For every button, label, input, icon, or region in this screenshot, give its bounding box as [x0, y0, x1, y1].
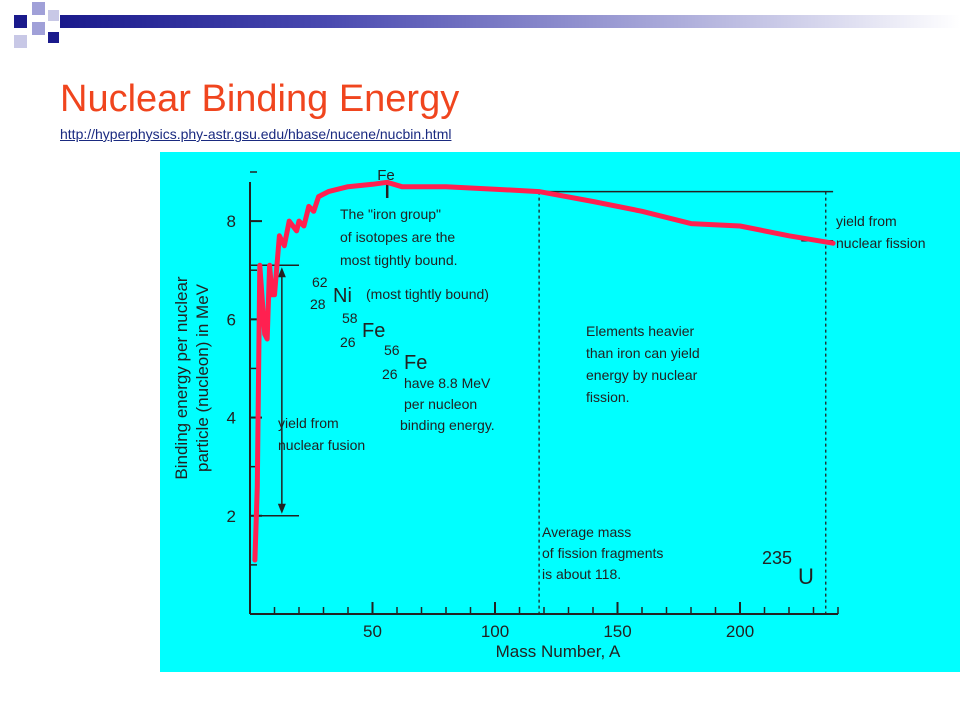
- fe58-mass-number: 58: [342, 310, 358, 326]
- source-link[interactable]: http://hyperphysics.phy-astr.gsu.edu/hba…: [60, 126, 452, 142]
- x-tick-label: 100: [481, 622, 509, 641]
- fe56-note-line1: have 8.8 MeV: [404, 375, 491, 391]
- fusion-yield-line1: yield from: [278, 415, 339, 431]
- iron-group-line3: most tightly bound.: [340, 252, 458, 268]
- y-tick-label: 6: [227, 310, 236, 329]
- deco-square: [14, 35, 27, 48]
- y-tick-label: 8: [227, 212, 236, 231]
- binding-energy-chart: 50 100 150 200 2 4 6 8 Mass Number, A Binding e…: [160, 152, 960, 672]
- fe56-note-line2: per nucleon: [404, 396, 477, 412]
- ni-symbol: Ni: [333, 285, 352, 307]
- x-tick-label: 50: [363, 622, 382, 641]
- fe56-mass-number: 56: [384, 342, 400, 358]
- fission-yield-line2: nuclear fission: [836, 235, 926, 251]
- heavier-line1: Elements heavier: [586, 323, 695, 339]
- fragments-line1: Average mass: [542, 524, 631, 540]
- series: [252, 179, 836, 563]
- fe56-note-line3: binding energy.: [400, 417, 495, 433]
- heavier-line4: fission.: [586, 389, 630, 405]
- deco-square: [48, 10, 59, 21]
- slide-title: Nuclear Binding Energy: [60, 78, 460, 120]
- fusion-yield-line2: nuclear fusion: [278, 437, 365, 453]
- binding-energy-curve: [252, 179, 836, 563]
- iron-group-line2: of isotopes are the: [340, 229, 455, 245]
- deco-square: [14, 15, 27, 28]
- fragments-line2: of fission fragments: [542, 545, 663, 561]
- uranium-mass-number: 235: [762, 548, 792, 568]
- fusion-arrow-head-down: [277, 503, 286, 514]
- ni-note: (most tightly bound): [366, 286, 489, 302]
- fe56-atomic-number: 26: [382, 366, 398, 382]
- iron-group-line1: The "iron group": [340, 206, 441, 222]
- fe56-symbol: Fe: [404, 352, 427, 374]
- ni-atomic-number: 28: [310, 296, 326, 312]
- fusion-arrow-head-up: [277, 267, 286, 278]
- fe58-atomic-number: 26: [340, 334, 356, 350]
- deco-square: [32, 22, 45, 35]
- y-tick-label: 4: [227, 409, 236, 428]
- header-gradient-bar: [60, 15, 960, 28]
- fe58-symbol: Fe: [362, 320, 385, 342]
- fragments-line3: is about 118.: [542, 566, 621, 582]
- x-tick-label: 200: [726, 622, 754, 641]
- chart-svg: 50 100 150 200 2 4 6 8 Mass Number, A Binding e…: [160, 152, 960, 672]
- x-axis-title: Mass Number, A: [496, 642, 621, 661]
- fission-yield-line1: yield from: [836, 213, 897, 229]
- x-tick-label: 150: [603, 622, 631, 641]
- heavier-line2: than iron can yield: [586, 345, 700, 361]
- axes: 50 100 150 200 2 4 6 8: [227, 171, 839, 641]
- chart-background: [160, 152, 960, 672]
- uranium-symbol: U: [798, 564, 814, 589]
- heavier-line3: energy by nuclear: [586, 367, 698, 383]
- y-tick-label: 2: [227, 507, 236, 526]
- fe-peak-label: Fe: [377, 167, 395, 184]
- deco-square: [48, 32, 59, 43]
- ni-mass-number: 62: [312, 274, 328, 290]
- deco-square: [32, 2, 45, 15]
- y-axis-title-line1: Binding energy per nuclear: [172, 276, 191, 480]
- y-axis-title-line2: particle (nucleon) in MeV: [193, 283, 212, 472]
